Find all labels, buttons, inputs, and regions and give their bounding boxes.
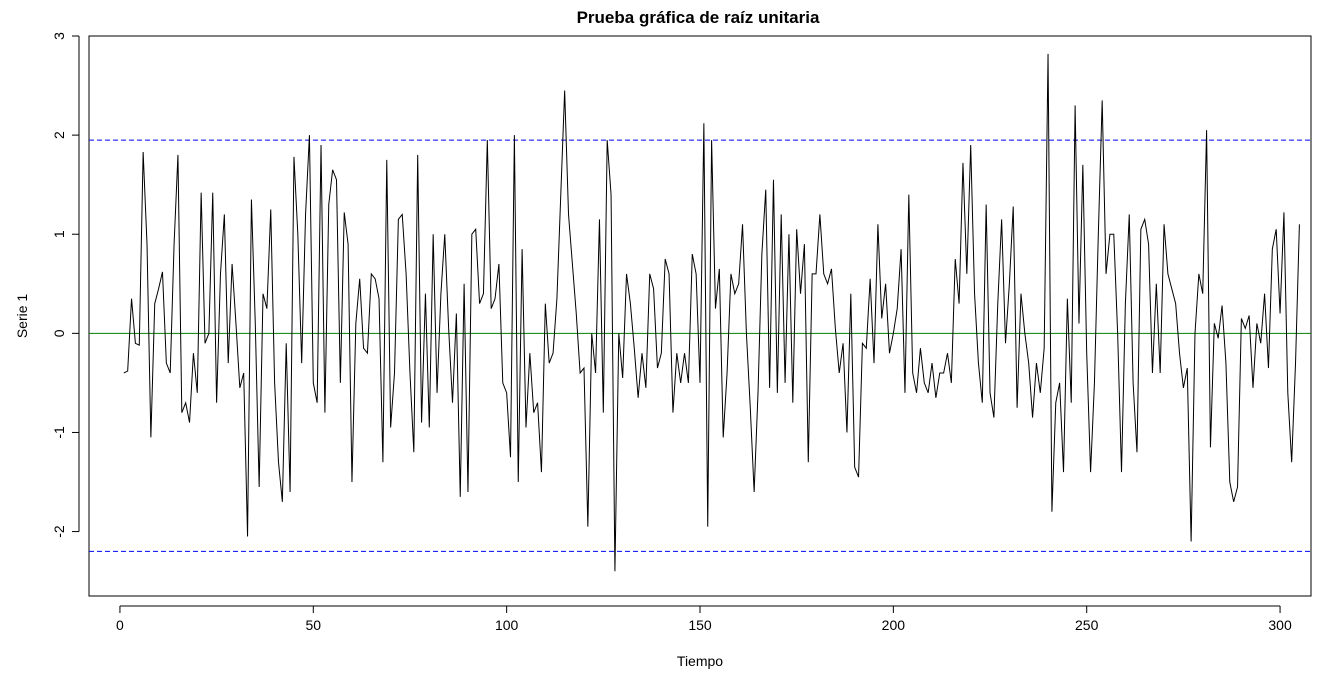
y-axis: -2 -1 0 1 2 3 [51, 32, 80, 538]
y-tick-label: 2 [51, 131, 67, 139]
reference-lines [89, 139, 1311, 552]
x-tick-label: 150 [688, 617, 712, 633]
y-tick-label: 0 [51, 329, 67, 337]
x-tick-label: 300 [1268, 617, 1292, 633]
x-tick-label: 200 [882, 617, 906, 633]
y-tick-label: 1 [51, 230, 67, 238]
y-tick-label: -1 [51, 426, 67, 439]
y-axis-label: Serie 1 [14, 294, 30, 339]
x-tick-label: 0 [116, 617, 124, 633]
series-group [123, 53, 1300, 572]
chart-title: Prueba gráfica de raíz unitaria [577, 8, 820, 27]
x-axis-label: Tiempo [677, 653, 723, 669]
y-tick-label: -2 [51, 525, 67, 538]
x-tick-label: 250 [1075, 617, 1099, 633]
x-tick-label: 100 [495, 617, 519, 633]
plot-box [88, 35, 1312, 597]
series-line [123, 53, 1300, 572]
x-tick-label: 50 [306, 617, 322, 633]
y-tick-label: 3 [51, 32, 67, 40]
x-axis: 0 50 100 150 200 250 300 [116, 605, 1292, 633]
